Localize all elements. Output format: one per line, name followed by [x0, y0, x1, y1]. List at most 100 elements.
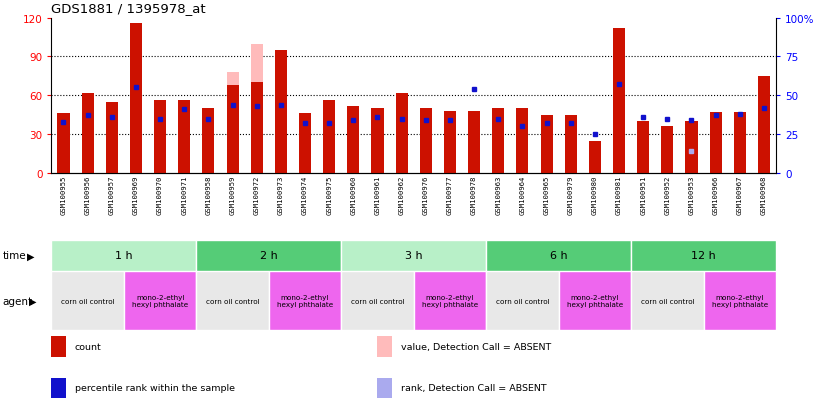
Text: GSM100980: GSM100980 [592, 175, 598, 214]
Text: GSM100952: GSM100952 [664, 175, 670, 214]
Bar [517, 109, 529, 173]
Bar [130, 24, 142, 173]
Text: GSM100959: GSM100959 [229, 175, 236, 214]
Bar [299, 114, 311, 173]
Bar [631, 240, 776, 271]
Text: 6 h: 6 h [550, 251, 567, 261]
Bar [51, 378, 66, 398]
Text: 3 h: 3 h [405, 251, 423, 261]
Text: 12 h: 12 h [691, 251, 716, 261]
Text: GSM100956: GSM100956 [85, 175, 91, 214]
Text: mono-2-ethyl
hexyl phthalate: mono-2-ethyl hexyl phthalate [567, 294, 623, 308]
Bar [371, 109, 384, 173]
Text: GSM100973: GSM100973 [278, 175, 284, 214]
Bar [154, 101, 166, 173]
Bar [468, 112, 480, 173]
Bar [419, 109, 432, 173]
Text: corn oil control: corn oil control [641, 298, 694, 304]
Text: ▶: ▶ [27, 251, 34, 261]
Text: GSM100967: GSM100967 [737, 175, 743, 214]
Bar [559, 271, 631, 330]
Text: GSM100981: GSM100981 [616, 175, 622, 214]
Text: GSM100958: GSM100958 [206, 175, 211, 214]
Text: GSM100979: GSM100979 [568, 175, 574, 214]
Bar [251, 45, 263, 173]
Text: mono-2-ethyl
hexyl phthalate: mono-2-ethyl hexyl phthalate [422, 294, 478, 308]
Bar [51, 240, 197, 271]
Bar [631, 271, 703, 330]
Bar [197, 271, 268, 330]
Text: GSM100963: GSM100963 [495, 175, 501, 214]
Bar [197, 240, 341, 271]
Text: GSM100975: GSM100975 [326, 175, 332, 214]
Text: GSM100970: GSM100970 [157, 175, 163, 214]
Bar [275, 51, 287, 173]
Text: corn oil control: corn oil control [61, 298, 114, 304]
Bar [378, 337, 392, 357]
Text: mono-2-ethyl
hexyl phthalate: mono-2-ethyl hexyl phthalate [132, 294, 188, 308]
Bar [51, 337, 66, 357]
Text: 1 h: 1 h [115, 251, 133, 261]
Bar [734, 113, 746, 173]
Bar [82, 93, 94, 173]
Bar [124, 271, 197, 330]
Text: time: time [2, 251, 26, 261]
Text: percentile rank within the sample: percentile rank within the sample [74, 383, 234, 392]
Bar [202, 109, 215, 173]
Bar [565, 115, 577, 173]
Bar [227, 73, 238, 173]
Bar [758, 77, 770, 173]
Text: GSM100974: GSM100974 [302, 175, 308, 214]
Text: GDS1881 / 1395978_at: GDS1881 / 1395978_at [51, 2, 206, 15]
Bar [57, 114, 69, 173]
Bar [661, 127, 673, 173]
Text: GSM100969: GSM100969 [133, 175, 139, 214]
Bar [268, 271, 341, 330]
Bar [540, 115, 552, 173]
Text: GSM100964: GSM100964 [520, 175, 526, 214]
Text: GSM100953: GSM100953 [689, 175, 694, 214]
Text: GSM100962: GSM100962 [399, 175, 405, 214]
Text: GSM100971: GSM100971 [181, 175, 187, 214]
Bar [106, 102, 118, 173]
Bar [710, 113, 721, 173]
Text: GSM100976: GSM100976 [423, 175, 428, 214]
Text: GSM100978: GSM100978 [471, 175, 477, 214]
Text: ▶: ▶ [29, 296, 36, 306]
Text: GSM100951: GSM100951 [641, 175, 646, 214]
Bar [492, 109, 504, 173]
Bar [378, 378, 392, 398]
Text: rank, Detection Call = ABSENT: rank, Detection Call = ABSENT [401, 383, 546, 392]
Text: corn oil control: corn oil control [206, 298, 259, 304]
Bar [637, 122, 650, 173]
Text: GSM100955: GSM100955 [60, 175, 66, 214]
Bar [444, 112, 456, 173]
Text: mono-2-ethyl
hexyl phthalate: mono-2-ethyl hexyl phthalate [277, 294, 333, 308]
Text: GSM100965: GSM100965 [543, 175, 549, 214]
Text: GSM100957: GSM100957 [109, 175, 115, 214]
Text: GSM100968: GSM100968 [761, 175, 767, 214]
Bar [396, 93, 408, 173]
Text: GSM100977: GSM100977 [447, 175, 453, 214]
Text: GSM100972: GSM100972 [254, 175, 259, 214]
Bar [341, 240, 486, 271]
Text: GSM100961: GSM100961 [375, 175, 380, 214]
Bar [348, 107, 359, 173]
Bar [414, 271, 486, 330]
Text: GSM100960: GSM100960 [350, 175, 357, 214]
Bar [323, 101, 335, 173]
Bar [178, 101, 190, 173]
Text: GSM100966: GSM100966 [712, 175, 719, 214]
Bar [685, 122, 698, 173]
Text: agent: agent [2, 296, 33, 306]
Bar [51, 271, 124, 330]
Text: 2 h: 2 h [260, 251, 277, 261]
Bar [227, 86, 238, 173]
Text: mono-2-ethyl
hexyl phthalate: mono-2-ethyl hexyl phthalate [712, 294, 768, 308]
Bar [341, 271, 414, 330]
Bar [613, 29, 625, 173]
Bar [486, 271, 559, 330]
Text: value, Detection Call = ABSENT: value, Detection Call = ABSENT [401, 342, 551, 351]
Text: count: count [74, 342, 101, 351]
Text: corn oil control: corn oil control [495, 298, 549, 304]
